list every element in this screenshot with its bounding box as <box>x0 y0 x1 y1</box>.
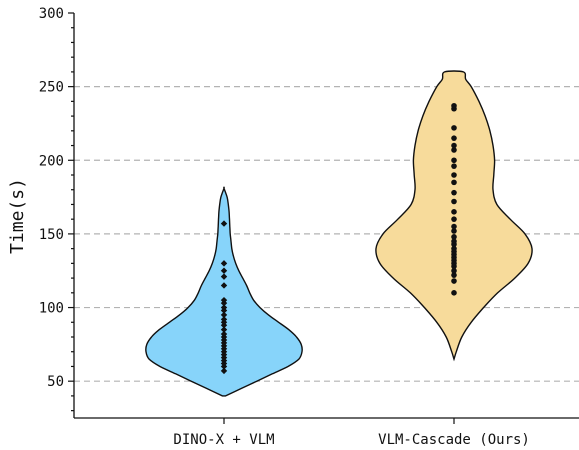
data-point <box>220 330 228 338</box>
data-point <box>451 179 457 186</box>
data-point <box>451 228 457 234</box>
data-point <box>451 278 457 284</box>
data-point <box>451 172 457 178</box>
data-point <box>220 282 228 289</box>
data-point <box>220 304 228 311</box>
y-tick-label: 100 <box>39 301 64 317</box>
data-point <box>451 245 457 252</box>
data-point <box>451 102 457 109</box>
y-axis-title: Time(s) <box>7 178 28 254</box>
data-point <box>451 198 457 205</box>
axes: 50 100 150 200 250 300 DINO-X + VLM VLM-Cascade… <box>39 6 579 448</box>
data-point <box>451 147 457 153</box>
data-point <box>220 326 228 333</box>
data-point <box>451 234 457 240</box>
data-point <box>451 135 457 141</box>
data-point <box>220 220 228 227</box>
x-tick-label: VLM-Cascade (Ours) <box>378 432 530 448</box>
y-tick-label: 50 <box>47 374 64 390</box>
data-points <box>220 102 457 375</box>
data-point <box>220 296 228 304</box>
data-point <box>220 367 228 375</box>
x-tick-label: DINO-X + VLM <box>173 432 274 448</box>
data-point <box>220 273 228 280</box>
data-point <box>451 157 457 164</box>
y-tick-label: 250 <box>39 80 64 96</box>
data-point <box>451 238 457 245</box>
violins <box>145 70 533 397</box>
data-point <box>451 216 457 222</box>
y-tick-label: 200 <box>39 153 64 169</box>
data-point <box>451 163 457 169</box>
violin-body <box>145 186 303 397</box>
data-point <box>451 290 457 296</box>
data-point <box>451 189 457 196</box>
data-point <box>220 316 228 323</box>
violin-body <box>375 70 533 362</box>
data-point <box>451 209 457 215</box>
data-point <box>220 311 228 319</box>
data-point <box>451 267 457 274</box>
y-tick-label: 150 <box>39 227 64 243</box>
y-tick-label: 300 <box>39 6 64 22</box>
data-point <box>220 260 228 267</box>
data-point <box>451 125 457 131</box>
data-point <box>451 223 457 230</box>
data-point <box>451 272 457 278</box>
data-point <box>451 142 457 149</box>
data-point <box>220 267 228 274</box>
